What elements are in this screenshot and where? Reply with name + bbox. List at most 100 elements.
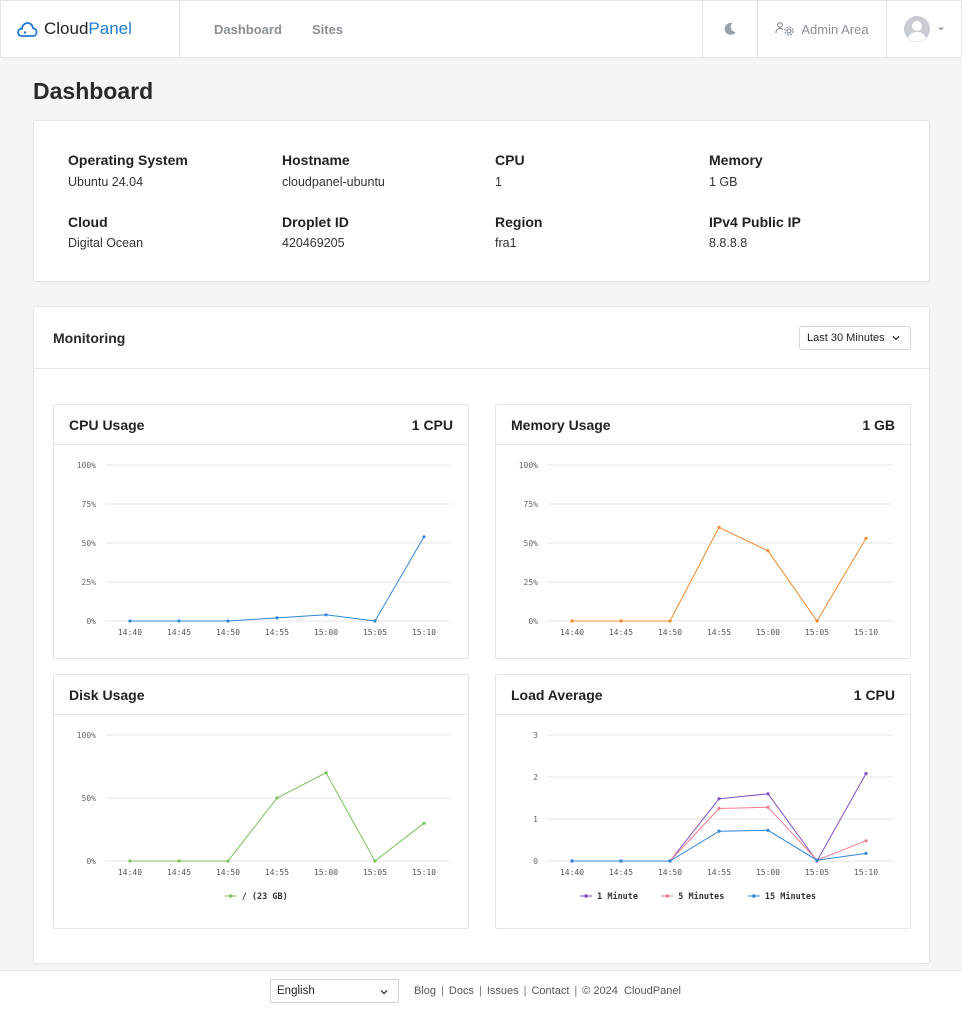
- info-value-os: Ubuntu 24.04: [68, 175, 144, 189]
- x-tick-label: 14:50: [216, 628, 240, 637]
- chart-title-memory: Memory Usage: [511, 417, 611, 433]
- x-tick-label: 14:40: [560, 868, 584, 877]
- language-select[interactable]: English: [270, 979, 399, 1003]
- info-value-cloud: Digital Ocean: [68, 236, 144, 250]
- avatar-icon: [904, 16, 930, 42]
- data-point: [864, 851, 868, 855]
- admin-area-label: Admin Area: [801, 21, 869, 37]
- x-tick-label: 14:40: [560, 628, 584, 637]
- y-tick-label: 50%: [524, 539, 539, 548]
- legend-label: 15 Minutes: [765, 891, 816, 902]
- y-tick-label: 25%: [82, 578, 97, 587]
- chart-card-memory: Memory Usage 1 GB 0% 25% 50% 75% 100% 14:40 14…: [495, 404, 911, 659]
- legend-swatch-dot: [228, 894, 233, 898]
- info-label-region: Region: [495, 214, 543, 230]
- y-tick-label: 100%: [519, 461, 538, 470]
- data-point: [373, 619, 377, 623]
- footer-link-contact[interactable]: Contact: [531, 985, 570, 997]
- x-tick-label: 14:55: [707, 868, 731, 877]
- data-point: [766, 805, 770, 809]
- data-point: [570, 619, 574, 623]
- y-tick-label: 0%: [86, 857, 96, 866]
- data-point: [128, 859, 132, 863]
- x-tick-label: 15:00: [314, 868, 338, 877]
- data-point: [226, 619, 230, 623]
- x-tick-label: 15:00: [314, 628, 338, 637]
- y-tick-label: 100%: [77, 461, 96, 470]
- info-value-cpu: 1: [495, 175, 502, 189]
- chart-title-disk: Disk Usage: [69, 687, 145, 703]
- chart-card-disk: Disk Usage 0% 50% 100% 14:40 14:45 14:50 14:55…: [53, 674, 469, 929]
- chart-badge-memory: 1 GB: [862, 417, 895, 433]
- x-tick-label: 15:10: [854, 628, 878, 637]
- data-point: [668, 619, 672, 623]
- data-point: [177, 859, 181, 863]
- info-label-cpu: CPU: [495, 152, 525, 168]
- x-tick-label: 14:55: [707, 628, 731, 637]
- footer-link-docs[interactable]: Docs: [448, 985, 474, 997]
- user-menu[interactable]: [886, 1, 961, 57]
- chevron-down-icon: [380, 990, 388, 995]
- y-tick-label: 50%: [82, 539, 97, 548]
- x-tick-label: 14:45: [609, 868, 633, 877]
- x-tick-label: 14:45: [609, 628, 633, 637]
- legend-label: / (23 GB): [242, 892, 288, 902]
- footer-link-issues[interactable]: Issues: [486, 985, 519, 997]
- data-point: [717, 806, 721, 811]
- info-value-droplet-id: 420469205: [282, 236, 345, 250]
- caret-down-icon: [938, 27, 944, 31]
- data-point: [422, 821, 426, 825]
- x-tick-label: 15:05: [363, 868, 387, 877]
- info-label-droplet-id: Droplet ID: [282, 214, 349, 230]
- data-point: [177, 619, 181, 623]
- brand-logo[interactable]: CloudPanel: [1, 1, 180, 57]
- monitoring-divider: [34, 368, 929, 369]
- legend-swatch-dot: [752, 894, 756, 898]
- time-range-value: Last 30 Minutes: [807, 332, 885, 344]
- top-navbar: CloudPanel Dashboard Sites Admin Area: [0, 0, 962, 58]
- server-info-card: Operating System Ubuntu 24.04 Hostname c…: [33, 120, 930, 282]
- nav-sites[interactable]: Sites: [312, 22, 344, 37]
- footer: English Blog | Docs | Issues | Contact | © 2024 …: [0, 970, 962, 1009]
- info-value-ipv4: 8.8.8.8: [709, 236, 748, 250]
- series-line: [130, 536, 425, 622]
- y-tick-label: 75%: [82, 500, 97, 509]
- data-point: [619, 619, 623, 623]
- data-point: [766, 549, 770, 553]
- dark-mode-toggle[interactable]: [702, 1, 757, 57]
- time-range-select[interactable]: Last 30 Minutes: [799, 326, 911, 350]
- data-point: [324, 771, 328, 775]
- x-tick-label: 14:50: [216, 868, 240, 877]
- y-tick-label: 0%: [528, 617, 538, 626]
- nav-dashboard[interactable]: Dashboard: [214, 22, 282, 37]
- series-line: [572, 526, 867, 622]
- y-tick-label: 3: [533, 731, 538, 740]
- info-label-ipv4: IPv4 Public IP: [709, 214, 801, 230]
- disk-usage-chart: 0% 50% 100% 14:40 14:45 14:50 14:55 15:00 15:05 1…: [77, 731, 450, 902]
- legend-swatch-dot: [665, 894, 670, 898]
- page-title: Dashboard: [33, 78, 154, 104]
- footer-copyright: © 2024: [582, 985, 618, 997]
- x-tick-label: 14:45: [167, 868, 191, 877]
- memory-usage-chart: 0% 25% 50% 75% 100% 14:40 14:45 14:50 14:55 15:00…: [519, 461, 892, 637]
- data-point: [324, 613, 328, 617]
- footer-brand: CloudPanel: [624, 985, 681, 997]
- data-point: [275, 796, 279, 800]
- data-point: [668, 859, 672, 863]
- data-point: [766, 792, 770, 796]
- legend-label: 1 Minute: [597, 891, 638, 902]
- cpu-usage-chart: 0% 25% 50% 75% 100% 14:40 14:45 14:50 14:55 15:00…: [77, 461, 450, 637]
- chart-badge-cpu: 1 CPU: [411, 417, 453, 433]
- data-point: [864, 839, 868, 843]
- footer-link-blog[interactable]: Blog: [414, 985, 437, 997]
- admin-area-button[interactable]: Admin Area: [757, 1, 886, 57]
- y-tick-label: 50%: [82, 794, 97, 803]
- data-point: [766, 828, 770, 832]
- y-tick-label: 0: [533, 857, 538, 866]
- brand-name: CloudPanel: [44, 19, 132, 38]
- data-point: [275, 616, 279, 620]
- data-point: [570, 859, 574, 863]
- info-label-cloud: Cloud: [68, 214, 108, 230]
- x-tick-label: 15:05: [805, 868, 829, 877]
- x-tick-label: 14:55: [265, 868, 289, 877]
